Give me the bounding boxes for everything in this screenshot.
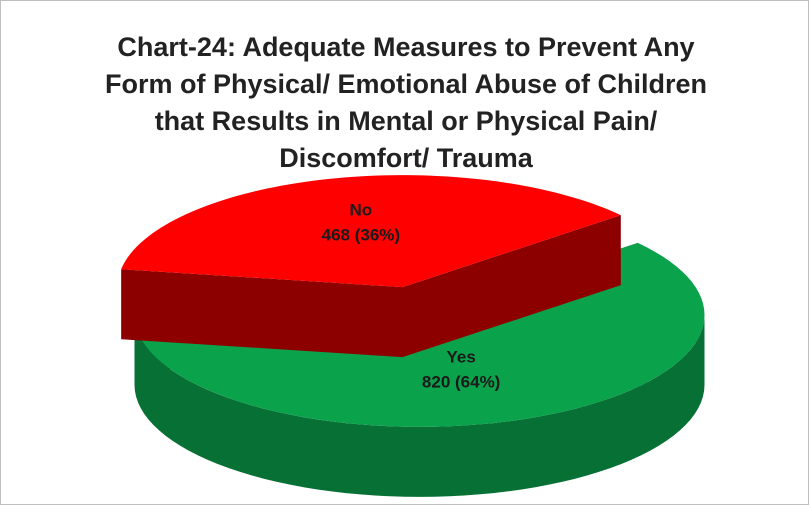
slice-wall: [402, 215, 621, 358]
slice-value-label: 820 (64%): [422, 372, 500, 391]
chart-title: Chart-24: Adequate Measures to Prevent A…: [104, 32, 708, 173]
slice-wall: [121, 269, 403, 358]
slice-side: [134, 314, 705, 497]
slice-category-label: Yes: [446, 347, 475, 366]
slice-category-label: No: [350, 201, 373, 220]
slice-value-label: 468 (36%): [322, 226, 400, 245]
slice: [121, 175, 621, 288]
